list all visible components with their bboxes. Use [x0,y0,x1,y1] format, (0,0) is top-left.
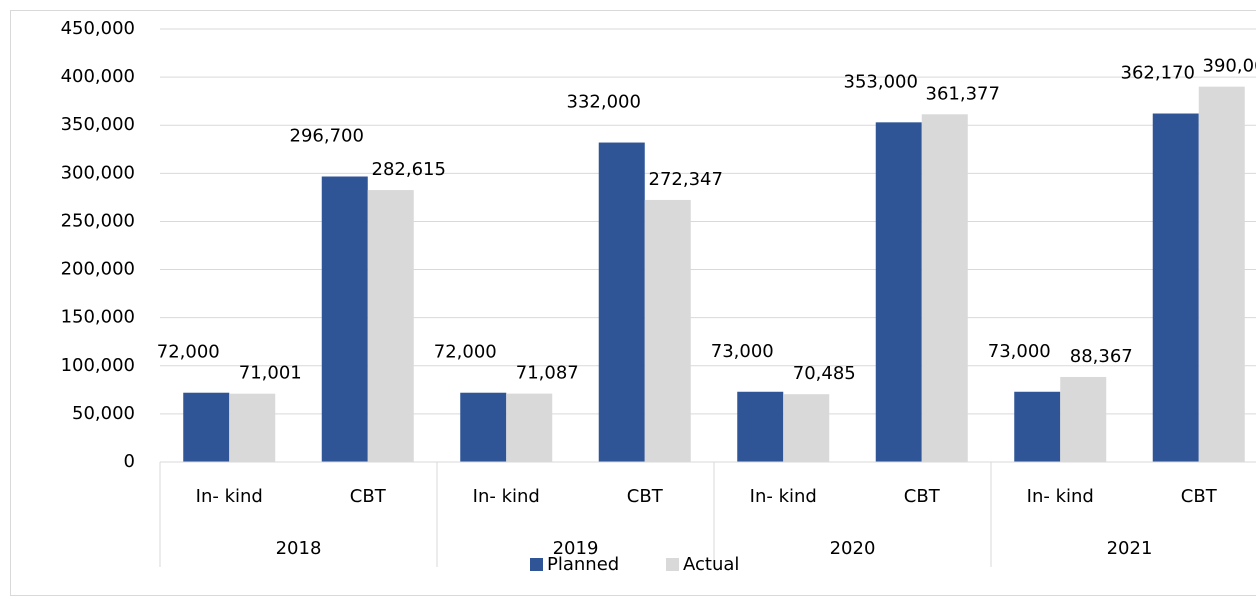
legend-swatch [666,558,679,571]
bar [229,393,276,462]
bar [875,122,922,462]
legend-swatch [530,558,543,571]
legend-label: Actual [683,554,739,575]
x-tick-label: CBT [1181,486,1218,507]
x-tick-label: In- kind [473,486,540,507]
group-label: 2020 [830,538,876,559]
bar [644,199,691,463]
y-tick-label: 350,000 [61,114,135,135]
y-tick-label: 200,000 [61,259,135,280]
bar [1060,376,1107,462]
x-tick-label: In- kind [1027,486,1094,507]
bar [183,392,230,462]
bar [1198,86,1245,462]
data-label: 282,615 [372,159,446,180]
data-label: 88,367 [1070,346,1133,367]
data-label: 71,001 [239,363,302,384]
data-label: 362,170 [1121,63,1195,84]
bar [460,392,507,462]
y-tick-label: 150,000 [61,307,135,328]
group-label: 2019 [553,538,599,559]
x-tick-label: In- kind [196,486,263,507]
bar [921,114,968,462]
bar [1014,391,1061,462]
group-label: 2018 [276,538,322,559]
bar [737,391,784,462]
data-label: 361,377 [926,83,1000,104]
data-label: 353,000 [844,71,918,92]
bar [598,142,645,462]
data-label: 390,064 [1203,56,1256,77]
data-label: 72,000 [157,342,220,363]
legend-label: Planned [547,554,619,575]
bar [783,394,830,462]
y-tick-label: 450,000 [61,18,135,39]
bar [506,393,553,462]
data-label: 73,000 [988,341,1051,362]
x-tick-label: In- kind [750,486,817,507]
bar [321,176,368,462]
bar [367,190,414,462]
y-tick-label: 50,000 [72,403,135,424]
data-label: 272,347 [649,169,723,190]
x-tick-label: CBT [627,486,664,507]
data-label: 73,000 [711,341,774,362]
data-label: 70,485 [793,363,856,384]
group-label: 2021 [1107,538,1153,559]
chart-border [10,10,1256,596]
data-label: 71,087 [516,363,579,384]
data-label: 332,000 [567,92,641,113]
y-tick-label: 400,000 [61,66,135,87]
data-label: 72,000 [434,342,497,363]
y-tick-label: 100,000 [61,355,135,376]
bar [1152,113,1199,463]
x-tick-label: CBT [904,486,941,507]
data-label: 296,700 [290,126,364,147]
y-tick-label: 250,000 [61,210,135,231]
y-tick-label: 0 [124,451,135,472]
x-tick-label: CBT [350,486,387,507]
y-tick-label: 300,000 [61,162,135,183]
